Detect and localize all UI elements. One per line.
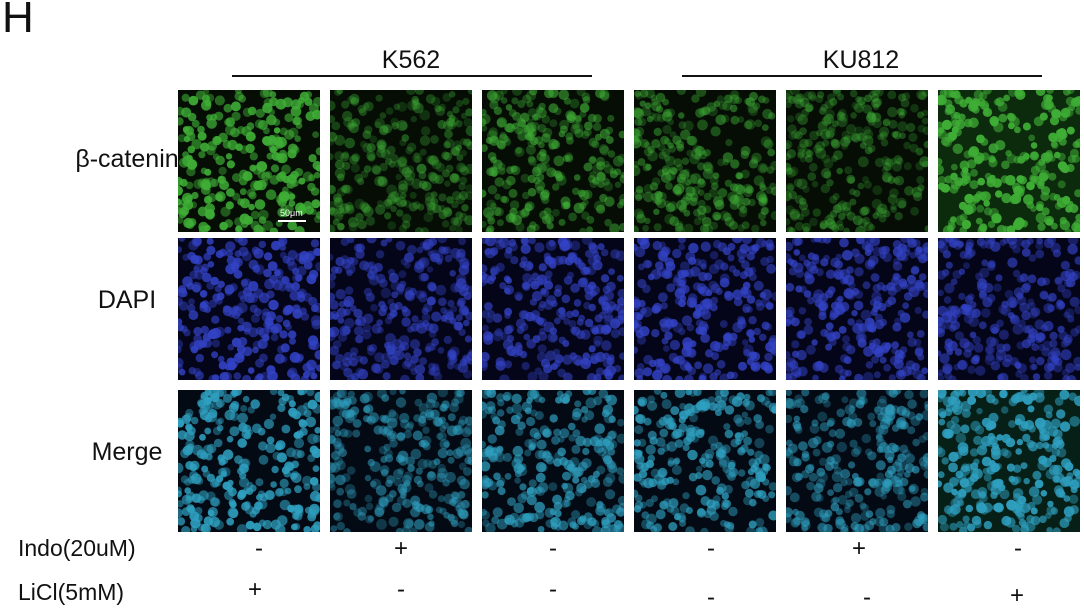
group-rule-ku812	[682, 75, 1042, 77]
micrograph-image	[330, 90, 472, 232]
micrograph-merge-2	[330, 390, 472, 532]
micrograph-image	[634, 90, 776, 232]
micrograph-blue-4	[634, 238, 776, 380]
sign-indo-1: -	[255, 535, 263, 562]
micrograph-blue-5	[786, 238, 928, 380]
micrograph-merge-3	[482, 390, 624, 532]
group-label-k562: K562	[381, 46, 441, 74]
micrograph-image	[482, 90, 624, 232]
micrograph-green-4	[634, 90, 776, 232]
micrograph-image	[786, 90, 928, 232]
micrograph-image	[178, 90, 320, 232]
micrograph-image	[330, 238, 472, 380]
micrograph-image	[482, 238, 624, 380]
condition-label-licl: LiCl(5mM)	[18, 579, 125, 605]
scale-bar	[278, 220, 306, 222]
sign-licl-4: -	[707, 584, 715, 611]
micrograph-merge-1	[178, 390, 320, 532]
scale-bar-label: 50μm	[280, 208, 303, 218]
micrograph-image	[938, 238, 1080, 380]
sign-licl-5: -	[863, 584, 871, 611]
micrograph-green-6	[938, 90, 1080, 232]
sign-licl-6: +	[1009, 582, 1024, 609]
micrograph-image	[178, 390, 320, 532]
micrograph-merge-6	[938, 390, 1080, 532]
micrograph-image	[482, 390, 624, 532]
micrograph-green-2	[330, 90, 472, 232]
micrograph-blue-1	[178, 238, 320, 380]
sign-indo-2: +	[393, 535, 408, 562]
micrograph-image	[178, 238, 320, 380]
micrograph-green-1	[178, 90, 320, 232]
micrograph-blue-3	[482, 238, 624, 380]
sign-licl-3: -	[549, 576, 557, 603]
micrograph-image	[634, 238, 776, 380]
micrograph-image	[938, 90, 1080, 232]
sign-licl-2: -	[397, 576, 405, 603]
sign-licl-1: +	[247, 576, 262, 603]
micrograph-green-3	[482, 90, 624, 232]
sign-indo-6: -	[1014, 535, 1022, 562]
group-label-ku812: KU812	[822, 46, 900, 74]
row-label-beta-catenin: β-catenin	[75, 145, 179, 173]
row-label-dapi: DAPI	[97, 286, 157, 314]
row-label-merge: Merge	[91, 438, 163, 466]
micrograph-image	[938, 390, 1080, 532]
micrograph-image	[786, 390, 928, 532]
micrograph-blue-6	[938, 238, 1080, 380]
micrograph-blue-2	[330, 238, 472, 380]
panel-letter: H	[2, 0, 34, 42]
micrograph-image	[634, 390, 776, 532]
sign-indo-5: +	[851, 535, 866, 562]
micrograph-green-5	[786, 90, 928, 232]
sign-indo-4: -	[707, 535, 715, 562]
group-rule-k562	[232, 75, 592, 77]
micrograph-image	[786, 238, 928, 380]
micrograph-merge-5	[786, 390, 928, 532]
micrograph-image	[330, 390, 472, 532]
micrograph-merge-4	[634, 390, 776, 532]
sign-indo-3: -	[549, 535, 557, 562]
condition-label-indo: Indo(20uM)	[18, 535, 136, 561]
